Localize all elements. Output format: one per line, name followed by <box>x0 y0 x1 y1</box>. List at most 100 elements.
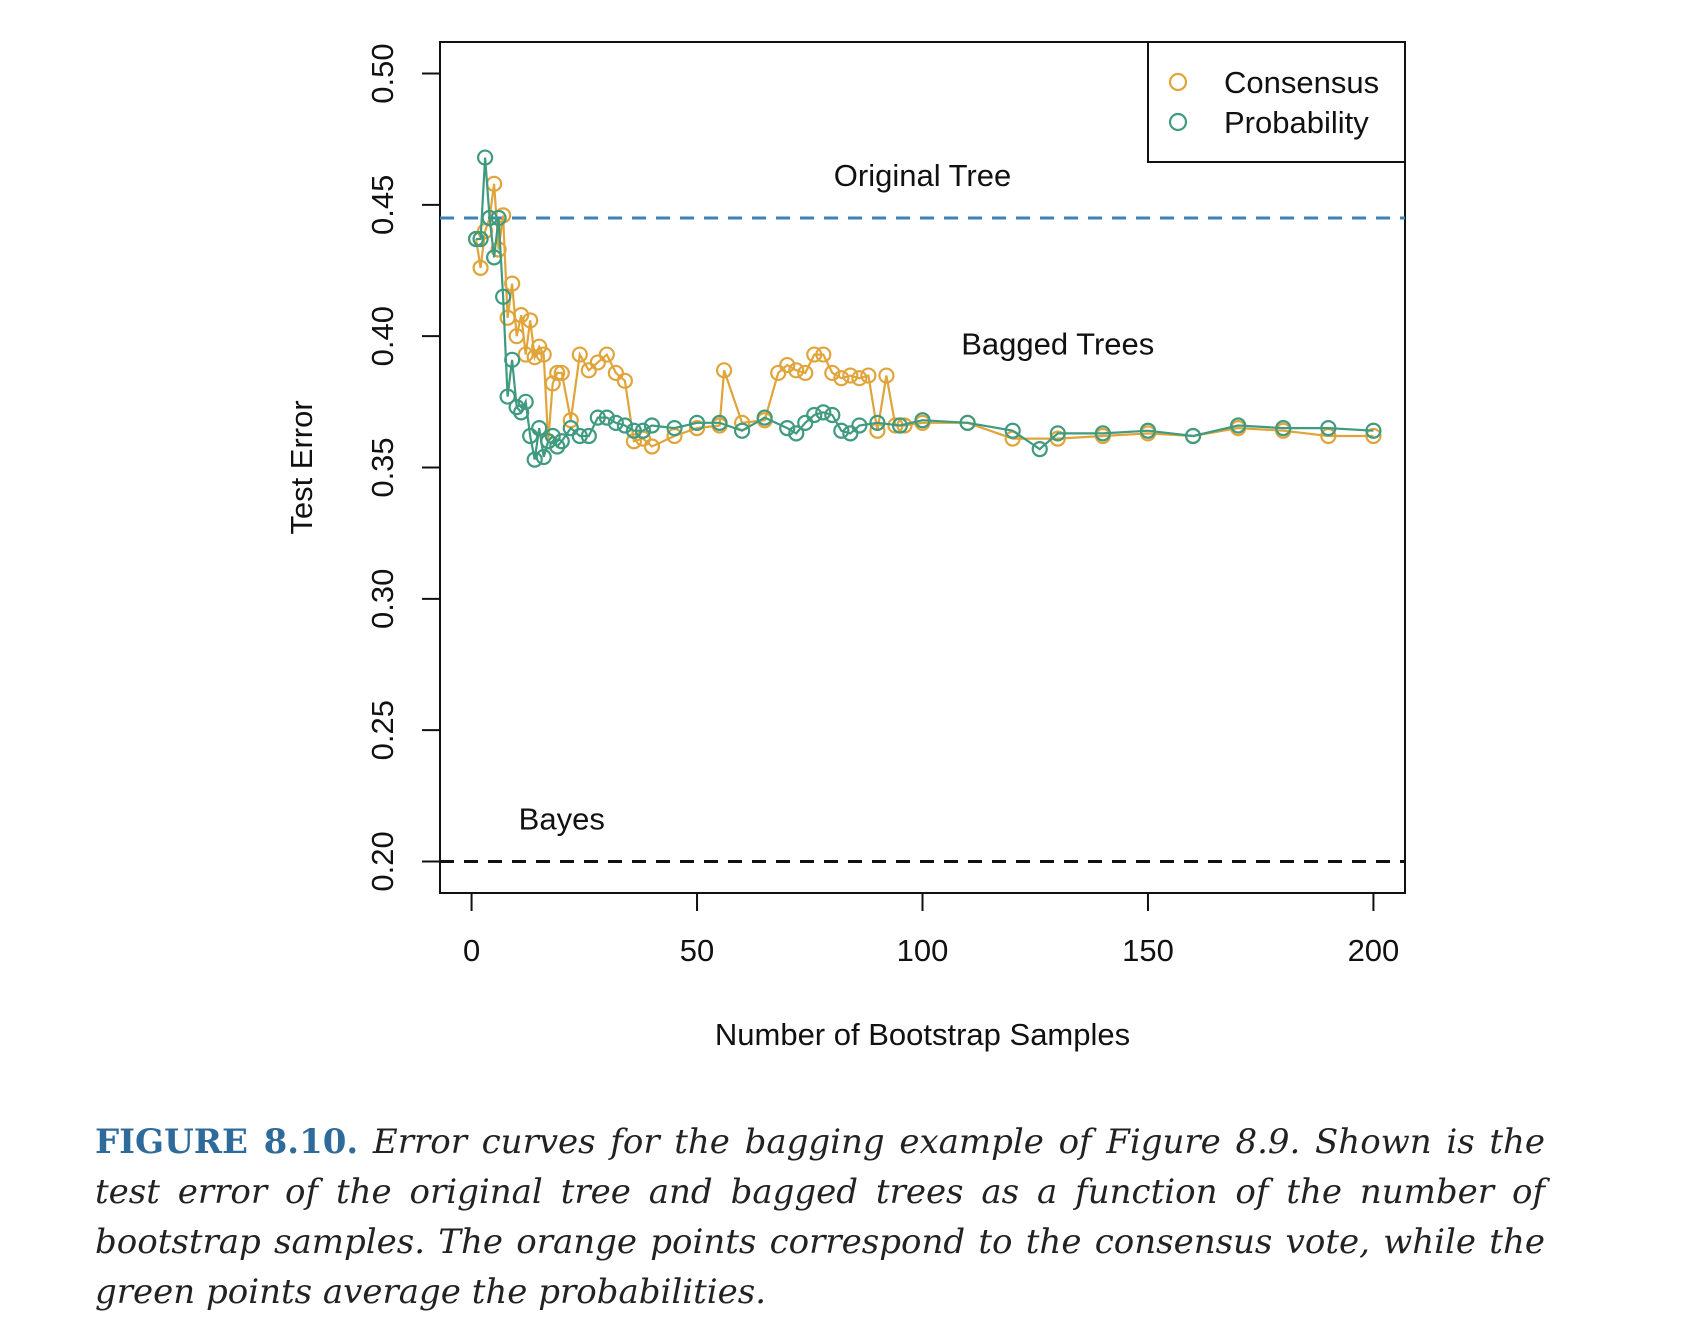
data-point-probability <box>553 433 570 450</box>
data-point-consensus <box>513 307 530 324</box>
data-point-probability <box>842 425 859 442</box>
data-point-probability <box>607 414 624 431</box>
data-point-consensus <box>549 364 566 382</box>
data-point-probability <box>1139 422 1157 439</box>
data-point-probability <box>797 414 814 431</box>
data-point-consensus <box>517 346 534 363</box>
data-point-probability <box>499 388 516 405</box>
x-axis-title: Number of Bootstrap Samples <box>715 1017 1130 1052</box>
chart-labels: Test Error Number of Bootstrap Samples Ori… <box>284 158 1154 1052</box>
x-tick-label: 200 <box>1348 933 1400 968</box>
data-point-consensus <box>535 346 552 363</box>
data-point-probability <box>833 422 850 439</box>
data-point-probability <box>643 417 661 434</box>
reference-line-label-1: Original Tree <box>834 158 1011 193</box>
data-point-consensus <box>815 346 832 363</box>
y-tick-label: 0.35 <box>365 437 400 497</box>
data-point-probability <box>495 288 512 305</box>
data-point-consensus <box>472 259 489 276</box>
data-point-probability <box>472 230 489 248</box>
data-point-consensus <box>589 354 606 371</box>
data-point-probability <box>666 420 683 437</box>
y-tick-label: 0.25 <box>365 700 400 760</box>
data-point-consensus <box>508 328 525 345</box>
data-point-probability <box>526 451 543 468</box>
data-point-probability <box>486 249 503 266</box>
data-point-consensus <box>616 372 633 389</box>
data-point-consensus <box>688 420 706 437</box>
series-line-consensus <box>475 183 1374 448</box>
data-point-consensus <box>715 362 733 379</box>
data-point-consensus <box>878 367 895 384</box>
legend-label-consensus: Consensus <box>1224 65 1379 100</box>
data-point-consensus <box>522 312 539 329</box>
data-point-consensus <box>1365 427 1382 445</box>
data-point-probability <box>851 417 868 434</box>
data-point-probability <box>481 209 498 227</box>
data-point-probability <box>824 406 841 424</box>
series-line-probability <box>476 157 1374 460</box>
data-point-consensus <box>824 364 841 382</box>
data-point-probability <box>815 404 832 421</box>
data-point-probability <box>734 422 751 439</box>
x-tick-label: 50 <box>680 933 714 968</box>
data-point-probability <box>1094 425 1111 442</box>
data-point-probability <box>959 414 976 431</box>
data-point-probability <box>508 398 525 416</box>
reference-line-label-2: Bayes <box>519 801 605 836</box>
data-point-probability <box>1365 422 1382 439</box>
x-tick-label: 100 <box>897 933 949 968</box>
data-point-consensus <box>643 438 661 455</box>
data-point-consensus <box>598 346 615 363</box>
data-point-consensus <box>625 433 643 450</box>
data-point-consensus <box>490 241 507 258</box>
y-tick-label: 0.45 <box>365 175 400 235</box>
data-point-consensus <box>544 375 561 392</box>
caption-label: FIGURE 8.10. <box>95 1122 359 1162</box>
data-point-consensus <box>526 349 543 366</box>
legend-marker-consensus <box>1168 72 1188 92</box>
data-point-probability <box>869 414 886 431</box>
data-point-consensus <box>860 367 877 384</box>
data-point-probability <box>688 414 706 431</box>
data-point-probability <box>513 404 530 421</box>
data-point-probability <box>1275 420 1292 437</box>
data-point-probability <box>756 409 773 426</box>
data-point-probability <box>580 427 597 445</box>
data-point-probability <box>616 417 633 434</box>
data-point-probability <box>914 412 931 429</box>
series-group <box>467 149 1382 468</box>
y-tick-label: 0.20 <box>365 831 400 891</box>
data-point-consensus <box>580 362 597 379</box>
data-point-probability <box>467 230 485 248</box>
caption-text: Error curves for the bagging example of … <box>95 1122 1546 1312</box>
y-tick-label: 0.40 <box>365 306 400 366</box>
data-point-probability <box>625 422 643 439</box>
reference-lines <box>440 216 1405 863</box>
data-point-probability <box>571 427 588 445</box>
data-point-consensus <box>571 346 588 363</box>
data-point-probability <box>549 438 566 455</box>
data-point-consensus <box>833 370 850 387</box>
legend-label-probability: Probability <box>1224 105 1369 140</box>
data-point-probability <box>1004 422 1021 439</box>
data-point-probability <box>522 427 539 445</box>
data-point-probability <box>531 420 548 437</box>
data-point-consensus <box>851 370 868 387</box>
y-tick-label: 0.50 <box>365 43 400 103</box>
data-point-probability <box>1230 417 1247 434</box>
legend-marker-probability <box>1168 112 1188 132</box>
data-point-probability <box>1184 427 1202 445</box>
axes: 0 50 100 150 200 0.20 0.25 0.30 0.35 0.40 0.45 0.50 <box>365 43 1399 968</box>
data-point-probability <box>779 420 796 437</box>
data-point-probability <box>562 420 579 437</box>
data-point-probability <box>711 414 728 431</box>
y-tick-label: 0.30 <box>365 569 400 629</box>
data-point-consensus <box>770 364 787 382</box>
data-point-probability <box>535 448 552 466</box>
data-point-consensus <box>504 275 521 292</box>
data-point-probability <box>504 351 521 368</box>
x-tick-label: 150 <box>1122 933 1174 968</box>
data-point-consensus <box>806 346 823 363</box>
data-point-consensus <box>788 362 805 379</box>
